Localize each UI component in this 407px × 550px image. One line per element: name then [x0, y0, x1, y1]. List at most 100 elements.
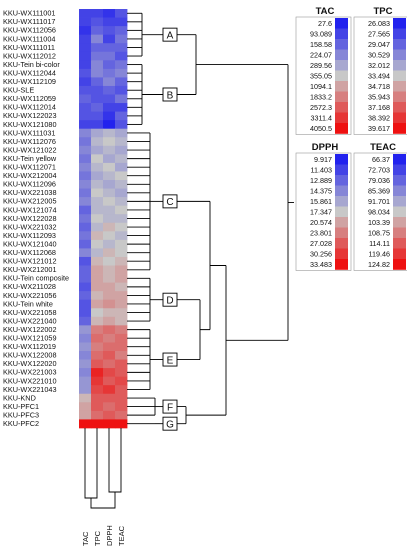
row-label: KKU-WX112076	[3, 137, 56, 146]
heatmap-cell	[103, 180, 116, 189]
legend-value: 20.574	[310, 218, 332, 227]
heatmap-cell	[115, 308, 128, 318]
heatmap-cell	[103, 410, 116, 420]
legend-value: 1833.2	[310, 93, 332, 102]
heatmap-cell	[115, 393, 128, 403]
heatmap-cell	[79, 51, 92, 61]
heatmap-cell	[79, 85, 92, 95]
column-dendrogram-branch	[90, 492, 116, 509]
cluster-label: E	[167, 355, 174, 366]
heatmap-cell	[115, 26, 128, 36]
heatmap-cell	[79, 94, 92, 104]
heatmap-cell	[79, 188, 92, 198]
heatmap-cell	[115, 205, 128, 215]
legend-value: 34.718	[368, 82, 390, 91]
row-label: KKU-WX112044	[3, 68, 56, 77]
heatmap-cell	[79, 351, 92, 360]
legend-value: 30.529	[368, 51, 390, 60]
heatmap-cell	[103, 393, 116, 403]
legend-swatch	[393, 196, 406, 207]
row-label: KKU-WX122020	[3, 359, 57, 368]
heatmap-cell	[91, 214, 104, 224]
cluster-label: D	[166, 296, 173, 307]
row-label: KKU-Tein composite	[3, 274, 69, 283]
heatmap-cell	[91, 9, 104, 18]
row-label: KKU-WX122002	[3, 325, 57, 334]
heatmap-cell	[103, 351, 116, 360]
heatmap-cell	[79, 342, 92, 352]
heatmap-cell	[91, 128, 104, 138]
row-label: KKU-WX121074	[3, 205, 57, 214]
heatmap-cell	[103, 171, 116, 181]
row-label: KKU-WX211028	[3, 282, 56, 291]
heatmap-cell	[103, 77, 116, 87]
heatmap-cell	[115, 342, 128, 352]
heatmap-cell	[79, 256, 92, 266]
legend-title: TAC	[316, 6, 335, 17]
heatmap-cell	[115, 197, 128, 207]
heatmap-cell	[79, 410, 92, 420]
legend-swatch	[335, 123, 348, 134]
row-label: KKU-WX111017	[3, 17, 55, 26]
legend-value: 39.617	[368, 124, 390, 133]
heatmap-cell	[103, 342, 116, 352]
legend-title: TEAC	[370, 142, 396, 153]
heatmap-cell	[103, 137, 116, 147]
heatmap-cell	[91, 17, 104, 27]
heatmap-cell	[115, 359, 128, 369]
heatmap-cell	[91, 51, 104, 61]
legend-swatch	[335, 112, 348, 124]
row-dendrogram-branch	[177, 406, 187, 425]
heatmap-cell	[91, 385, 104, 395]
column-dendrogram-branch	[84, 427, 98, 499]
heatmap-cell	[115, 103, 128, 112]
cluster-label: C	[166, 197, 173, 208]
heatmap-cell	[91, 60, 104, 70]
heatmap-cell	[79, 197, 92, 207]
heatmap-cell	[103, 299, 116, 309]
heatmap-cell	[115, 145, 128, 155]
heatmap-cell	[103, 308, 116, 318]
heatmap-cell	[115, 419, 128, 429]
legend-value: 12.889	[310, 176, 332, 185]
heatmap-cell	[103, 162, 116, 172]
row-label: KKU-PFC3	[3, 410, 39, 419]
heatmap-cell	[115, 94, 128, 104]
row-label: KKU-WX112056	[3, 26, 56, 35]
legend-swatch	[393, 91, 406, 103]
legend-swatch	[393, 18, 406, 29]
heatmap-cell	[91, 325, 104, 335]
legend-value: 14.375	[310, 187, 332, 196]
row-label: KKU-WX221032	[3, 222, 57, 231]
row-label: KKU-WX221040	[3, 316, 57, 325]
heatmap-cell	[115, 51, 128, 61]
legend-swatch	[393, 154, 406, 165]
heatmap-cell	[91, 68, 104, 78]
row-dendrogram-branch	[177, 34, 197, 95]
row-label: KKU-KND	[3, 393, 36, 402]
row-label: KKU-WX221038	[3, 188, 57, 197]
heatmap-cell	[91, 111, 104, 121]
legend-swatch	[393, 112, 406, 124]
legend-swatch	[335, 70, 348, 82]
heatmap-cell	[115, 111, 128, 121]
heatmap-cell	[103, 256, 116, 266]
heatmap-cell	[103, 376, 116, 386]
row-label: KKU-WX112068	[3, 248, 56, 257]
heatmap-cell	[91, 291, 104, 301]
legend-swatch	[393, 259, 406, 270]
legend-swatch	[393, 102, 406, 113]
legend-value: 93.089	[310, 30, 332, 39]
legend-value: 27.565	[368, 30, 390, 39]
heatmap-cell	[91, 145, 104, 155]
heatmap-cell	[103, 51, 116, 61]
row-dendrogram-branch	[177, 299, 201, 360]
row-label: KKU-WX121080	[3, 120, 57, 129]
heatmap-cell	[103, 402, 116, 412]
heatmap-cell	[115, 256, 128, 266]
heatmap-cell	[115, 299, 128, 309]
heatmap-cell	[115, 85, 128, 95]
heatmap-cell	[79, 205, 92, 215]
row-label: KKU-WX112059	[3, 94, 56, 103]
